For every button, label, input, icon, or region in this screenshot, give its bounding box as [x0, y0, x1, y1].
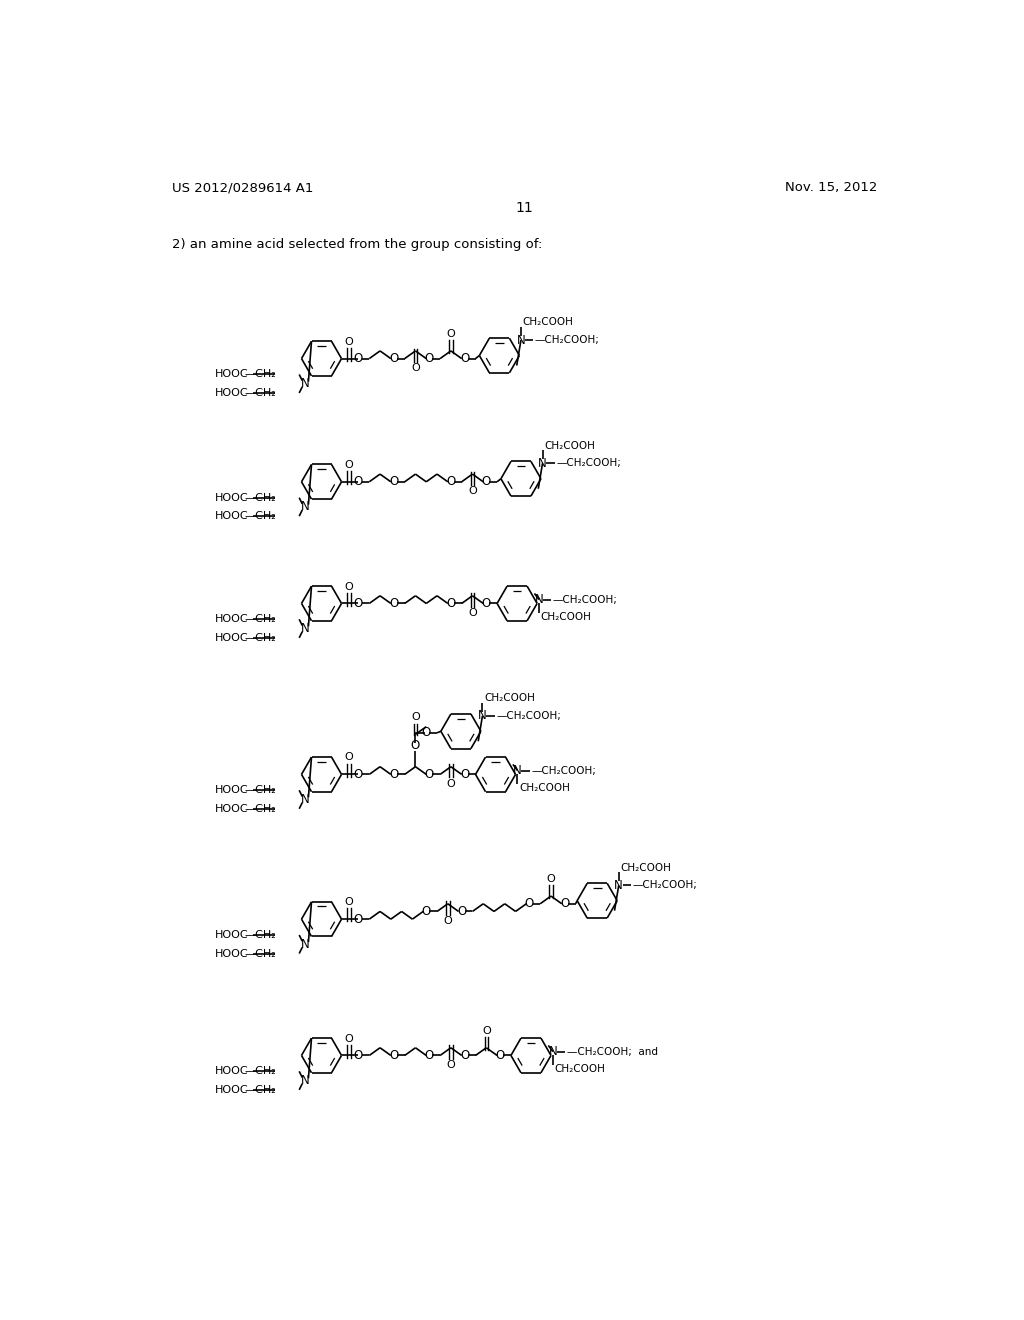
Text: CH₂COOH: CH₂COOH [519, 783, 570, 793]
Text: O: O [446, 779, 456, 788]
Text: —CH₂: —CH₂ [245, 1067, 276, 1076]
Text: HOOC: HOOC [215, 511, 249, 521]
Text: O: O [411, 363, 420, 372]
Text: O: O [560, 898, 569, 911]
Text: HOOC: HOOC [215, 370, 249, 379]
Text: N: N [301, 500, 309, 513]
Text: O: O [354, 912, 364, 925]
Text: HOOC: HOOC [215, 492, 249, 503]
Text: O: O [354, 352, 364, 366]
Text: —CH₂COOH;: —CH₂COOH; [553, 594, 617, 605]
Text: CH₂COOH: CH₂COOH [484, 693, 535, 704]
Text: —CH₂: —CH₂ [245, 492, 276, 503]
Text: N: N [301, 793, 309, 807]
Text: HOOC: HOOC [215, 1085, 249, 1094]
Text: —CH₂: —CH₂ [245, 804, 276, 813]
Text: CH₂COOH: CH₂COOH [541, 612, 592, 622]
Text: US 2012/0289614 A1: US 2012/0289614 A1 [172, 181, 313, 194]
Text: O: O [422, 726, 431, 739]
Text: O: O [354, 1049, 364, 1063]
Text: O: O [354, 768, 364, 781]
Text: CH₂COOH: CH₂COOH [544, 441, 595, 450]
Text: HOOC: HOOC [215, 632, 249, 643]
Text: O: O [446, 597, 456, 610]
Text: O: O [345, 1034, 353, 1044]
Text: O: O [411, 739, 420, 752]
Text: O: O [446, 329, 456, 339]
Text: O: O [389, 768, 398, 781]
Text: O: O [524, 898, 535, 911]
Text: O: O [547, 874, 555, 884]
Text: —CH₂: —CH₂ [245, 931, 276, 940]
Text: O: O [446, 1060, 456, 1069]
Text: —CH₂: —CH₂ [245, 949, 276, 958]
Text: O: O [446, 475, 456, 488]
Text: O: O [481, 475, 490, 488]
Text: CH₂COOH: CH₂COOH [554, 1064, 605, 1074]
Text: O: O [345, 752, 353, 763]
Text: —CH₂COOH;: —CH₂COOH; [556, 458, 622, 469]
Text: O: O [457, 906, 466, 917]
Text: —CH₂: —CH₂ [245, 632, 276, 643]
Text: O: O [468, 486, 477, 496]
Text: —CH₂: —CH₂ [245, 388, 276, 397]
Text: O: O [389, 1049, 398, 1063]
Text: —CH₂COOH;: —CH₂COOH; [531, 766, 596, 776]
Text: N: N [301, 1074, 309, 1088]
Text: O: O [443, 916, 453, 925]
Text: —CH₂: —CH₂ [245, 614, 276, 624]
Text: O: O [345, 582, 353, 591]
Text: N: N [478, 709, 486, 722]
Text: N: N [513, 764, 522, 777]
Text: HOOC: HOOC [215, 614, 249, 624]
Text: HOOC: HOOC [215, 949, 249, 958]
Text: O: O [482, 1026, 490, 1036]
Text: N: N [549, 1045, 557, 1059]
Text: O: O [354, 597, 364, 610]
Text: —CH₂: —CH₂ [245, 785, 276, 795]
Text: O: O [468, 607, 477, 618]
Text: HOOC: HOOC [215, 804, 249, 813]
Text: O: O [345, 337, 353, 347]
Text: O: O [389, 352, 398, 366]
Text: 11: 11 [516, 202, 534, 215]
Text: CH₂COOH: CH₂COOH [621, 862, 671, 873]
Text: N: N [301, 937, 309, 950]
Text: O: O [345, 898, 353, 907]
Text: O: O [422, 906, 431, 917]
Text: CH₂COOH: CH₂COOH [522, 317, 573, 327]
Text: N: N [301, 622, 309, 635]
Text: —CH₂COOH;: —CH₂COOH; [633, 880, 697, 890]
Text: N: N [614, 879, 624, 892]
Text: O: O [389, 475, 398, 488]
Text: —CH₂COOH;: —CH₂COOH; [535, 335, 600, 345]
Text: O: O [354, 475, 364, 488]
Text: O: O [389, 597, 398, 610]
Text: N: N [539, 457, 547, 470]
Text: 2) an amine acid selected from the group consisting of:: 2) an amine acid selected from the group… [172, 238, 543, 251]
Text: HOOC: HOOC [215, 785, 249, 795]
Text: N: N [535, 593, 544, 606]
Text: O: O [425, 768, 434, 781]
Text: Nov. 15, 2012: Nov. 15, 2012 [785, 181, 878, 194]
Text: O: O [411, 713, 420, 722]
Text: —CH₂: —CH₂ [245, 370, 276, 379]
Text: O: O [460, 1049, 469, 1063]
Text: O: O [496, 1049, 505, 1063]
Text: O: O [425, 1049, 434, 1063]
Text: O: O [345, 459, 353, 470]
Text: HOOC: HOOC [215, 388, 249, 397]
Text: —CH₂COOH;  and: —CH₂COOH; and [566, 1047, 657, 1056]
Text: —CH₂: —CH₂ [245, 1085, 276, 1094]
Text: —CH₂: —CH₂ [245, 511, 276, 521]
Text: O: O [481, 597, 490, 610]
Text: O: O [460, 768, 469, 781]
Text: O: O [425, 352, 434, 366]
Text: —CH₂COOH;: —CH₂COOH; [497, 711, 561, 721]
Text: HOOC: HOOC [215, 931, 249, 940]
Text: O: O [460, 352, 469, 366]
Text: N: N [516, 334, 525, 347]
Text: N: N [301, 378, 309, 391]
Text: HOOC: HOOC [215, 1067, 249, 1076]
